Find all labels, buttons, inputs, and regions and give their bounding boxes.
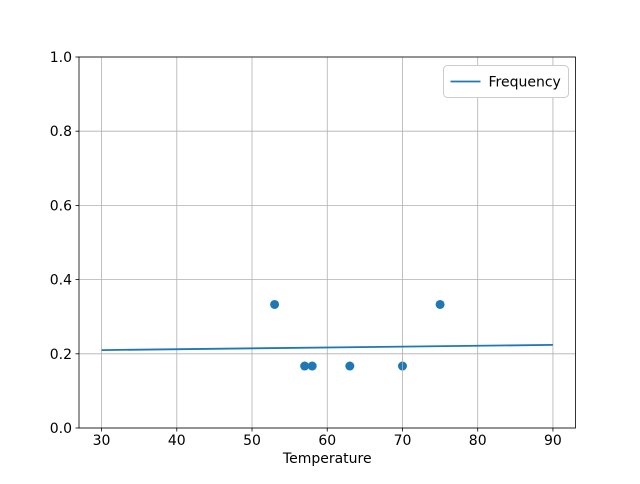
- y-tick-label: 0.2: [50, 347, 72, 363]
- legend-label: Frequency: [489, 75, 561, 91]
- x-tick-label: 40: [168, 433, 186, 449]
- line-series: [101, 343, 553, 351]
- axes: 30 40 50 60 70 80 90 0.0 0.2 0.4 0.6 0.8 1.0: [50, 50, 576, 449]
- y-tick-label: 0.8: [50, 124, 72, 140]
- scatter-point: [270, 299, 280, 309]
- x-tick-label: 50: [243, 433, 261, 449]
- scatter-point: [345, 361, 355, 371]
- x-tick-label: 80: [469, 433, 487, 449]
- legend: Frequency: [443, 65, 569, 98]
- x-tick-label: 30: [93, 433, 111, 449]
- plot-border: [78, 56, 576, 429]
- scatter-series: [270, 299, 445, 371]
- y-tick-label: 0.0: [50, 421, 72, 437]
- y-tick-label: 0.6: [50, 198, 72, 214]
- gridlines: [79, 56, 576, 429]
- scatter-point: [300, 361, 310, 371]
- x-tick-label: 90: [544, 433, 562, 449]
- trend-line: [101, 343, 553, 351]
- scatter-point: [307, 361, 317, 371]
- scatter-point: [435, 299, 445, 309]
- x-tick-label: 60: [318, 433, 336, 449]
- y-tick-label: 0.4: [50, 273, 72, 289]
- x-tick-label: 70: [394, 433, 412, 449]
- x-axis-label: Temperature: [282, 451, 372, 467]
- legend-box: [443, 65, 569, 98]
- y-tick-label: 1.0: [50, 50, 72, 66]
